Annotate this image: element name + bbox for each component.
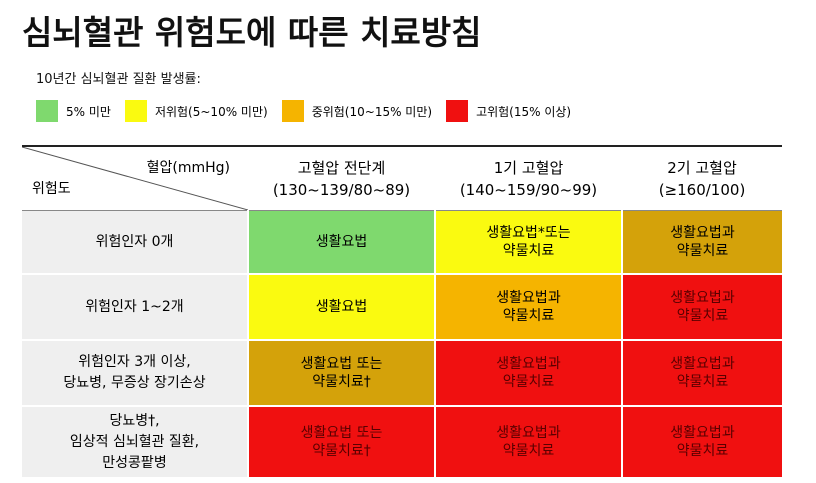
header-row: 혈압(mmHg) 위험도 고혈압 전단계 (130~139/80~89) 1기 고혈압 (… <box>22 145 782 211</box>
text-line: 약물치료 <box>502 374 555 390</box>
text-line: 2기 고혈압 <box>667 158 737 177</box>
text-line: 생활요법 또는 <box>300 356 383 372</box>
treatment-table: 혈압(mmHg) 위험도 고혈압 전단계 (130~139/80~89) 1기 고혈압 (… <box>22 145 782 479</box>
table-row: 당뇨병†, 임상적 심뇌혈관 질환, 만성콩팥병 생활요법 또는 약물치료† 생활요법과 약… <box>22 406 782 479</box>
legend-label: 저위험(5~10% 미만) <box>154 104 268 119</box>
text-line: 약물치료 <box>502 443 555 459</box>
table-row: 위험인자 3개 이상, 당뇨병, 무증상 장기손상 생활요법 또는 약물치료† 생활요법… <box>22 340 782 407</box>
text-line: 고혈압 전단계 <box>297 158 386 177</box>
text-line: 생활요법과 <box>496 290 561 306</box>
row-label: 위험인자 0개 <box>22 210 248 275</box>
column-header: 고혈압 전단계 (130~139/80~89) <box>248 145 435 211</box>
text-line: 생활요법과 <box>496 425 561 441</box>
text-line: 약물치료 <box>676 243 729 259</box>
text-line: 약물치료 <box>502 308 555 324</box>
legend-label: 중위험(10~15% 미만) <box>311 104 433 119</box>
cell: 생활요법 <box>247 210 435 275</box>
text-line: 당뇨병, 무증상 장기손상 <box>63 375 206 391</box>
corner-bottom: 위험도 <box>32 181 71 197</box>
text-line: 약물치료† <box>312 443 371 459</box>
text-line: 생활요법 <box>315 299 368 315</box>
legend-item: 중위험(10~15% 미만) <box>281 100 433 122</box>
text-line: 위험인자 1~2개 <box>85 298 184 315</box>
legend-heading: 10년간 심뇌혈관 질환 발생률: <box>36 72 201 87</box>
column-header: 2기 고혈압 (≥160/100) <box>622 145 782 211</box>
legend: 5% 미만 저위험(5~10% 미만) 중위험(10~15% 미만) 고위험(15% … <box>36 100 571 122</box>
legend-swatch <box>446 100 469 122</box>
text-line: 생활요법과 <box>496 356 561 372</box>
legend-swatch <box>281 100 304 122</box>
row-label: 당뇨병†, 임상적 심뇌혈관 질환, 만성콩팥병 <box>22 406 248 479</box>
cell: 생활요법 <box>247 274 435 341</box>
corner-top: 혈압(mmHg) <box>146 160 230 176</box>
text-line: 1기 고혈압 <box>493 158 564 177</box>
text-line: 만성콩팥병 <box>102 454 167 471</box>
text-line: 생활요법 <box>315 234 368 250</box>
text-line: (130~139/80~89) <box>272 180 411 199</box>
title: 심뇌혈관 위험도에 따른 치료방침 <box>22 13 482 52</box>
text-line: 위험인자 3개 이상, <box>78 354 191 370</box>
text-line: 생활요법과 <box>670 425 735 441</box>
text-line: 약물치료 <box>676 308 729 324</box>
text-line: (140~159/90~99) <box>459 180 598 199</box>
text-line: (≥160/100) <box>658 180 746 199</box>
text-line: 위험인자 0개 <box>95 233 174 250</box>
text-line: 생활요법 또는 <box>300 425 383 441</box>
legend-label: 고위험(15% 이상) <box>476 104 572 119</box>
legend-swatch <box>36 100 58 122</box>
legend-swatch <box>124 100 147 122</box>
column-header: 1기 고혈압 (140~159/90~99) <box>435 145 622 211</box>
table-row: 위험인자 1~2개 생활요법 생활요법과 약물치료 생활요법과 약물치료 <box>22 274 782 341</box>
text-line: 생활요법과 <box>670 225 735 241</box>
text-line: 생활요법*또는 <box>486 225 571 241</box>
text-line: 당뇨병†, <box>109 412 160 429</box>
legend-item: 고위험(15% 이상) <box>446 100 571 122</box>
table-row: 위험인자 0개 생활요법 생활요법*또는 약물치료 생활요법과 약물치료 <box>22 210 782 275</box>
legend-item: 5% 미만 <box>36 100 111 122</box>
text-line: 약물치료 <box>676 443 729 459</box>
corner-cell: 혈압(mmHg) 위험도 <box>22 145 248 211</box>
diagonal <box>22 147 248 210</box>
text-line: 임상적 심뇌혈관 질환, <box>69 433 200 450</box>
legend-item: 저위험(5~10% 미만) <box>124 100 268 122</box>
text-line: 약물치료 <box>676 374 729 390</box>
text-line: 약물치료 <box>502 243 555 259</box>
legend-label: 5% 미만 <box>66 104 111 119</box>
row-label: 위험인자 1~2개 <box>22 274 248 341</box>
text-line: 생활요법과 <box>670 290 735 306</box>
text-line: 약물치료† <box>312 374 371 390</box>
row-label: 위험인자 3개 이상, 당뇨병, 무증상 장기손상 <box>22 340 248 407</box>
text-line: 생활요법과 <box>670 356 735 372</box>
